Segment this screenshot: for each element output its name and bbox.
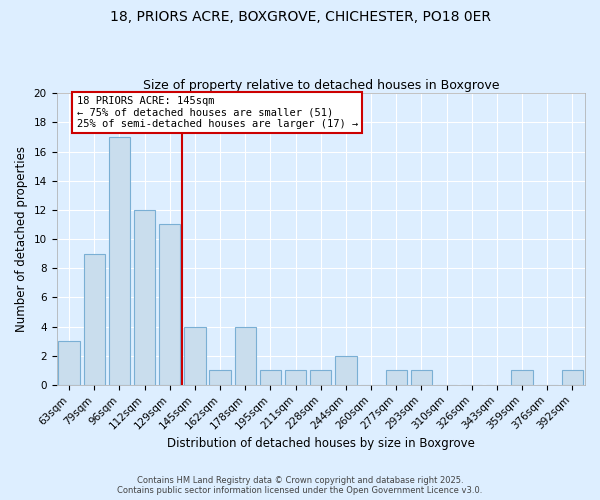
Title: Size of property relative to detached houses in Boxgrove: Size of property relative to detached ho… — [143, 79, 499, 92]
Bar — [209, 370, 231, 385]
Bar — [58, 341, 80, 385]
Bar — [235, 326, 256, 385]
Bar — [310, 370, 331, 385]
Bar — [386, 370, 407, 385]
Bar — [159, 224, 181, 385]
Bar — [134, 210, 155, 385]
Bar — [285, 370, 306, 385]
Bar — [335, 356, 356, 385]
Bar — [184, 326, 206, 385]
Bar — [562, 370, 583, 385]
Bar — [109, 137, 130, 385]
X-axis label: Distribution of detached houses by size in Boxgrove: Distribution of detached houses by size … — [167, 437, 475, 450]
Bar — [511, 370, 533, 385]
Bar — [411, 370, 432, 385]
Text: 18, PRIORS ACRE, BOXGROVE, CHICHESTER, PO18 0ER: 18, PRIORS ACRE, BOXGROVE, CHICHESTER, P… — [110, 10, 491, 24]
Text: 18 PRIORS ACRE: 145sqm
← 75% of detached houses are smaller (51)
25% of semi-det: 18 PRIORS ACRE: 145sqm ← 75% of detached… — [77, 96, 358, 130]
Text: Contains HM Land Registry data © Crown copyright and database right 2025.
Contai: Contains HM Land Registry data © Crown c… — [118, 476, 482, 495]
Bar — [83, 254, 105, 385]
Y-axis label: Number of detached properties: Number of detached properties — [15, 146, 28, 332]
Bar — [260, 370, 281, 385]
